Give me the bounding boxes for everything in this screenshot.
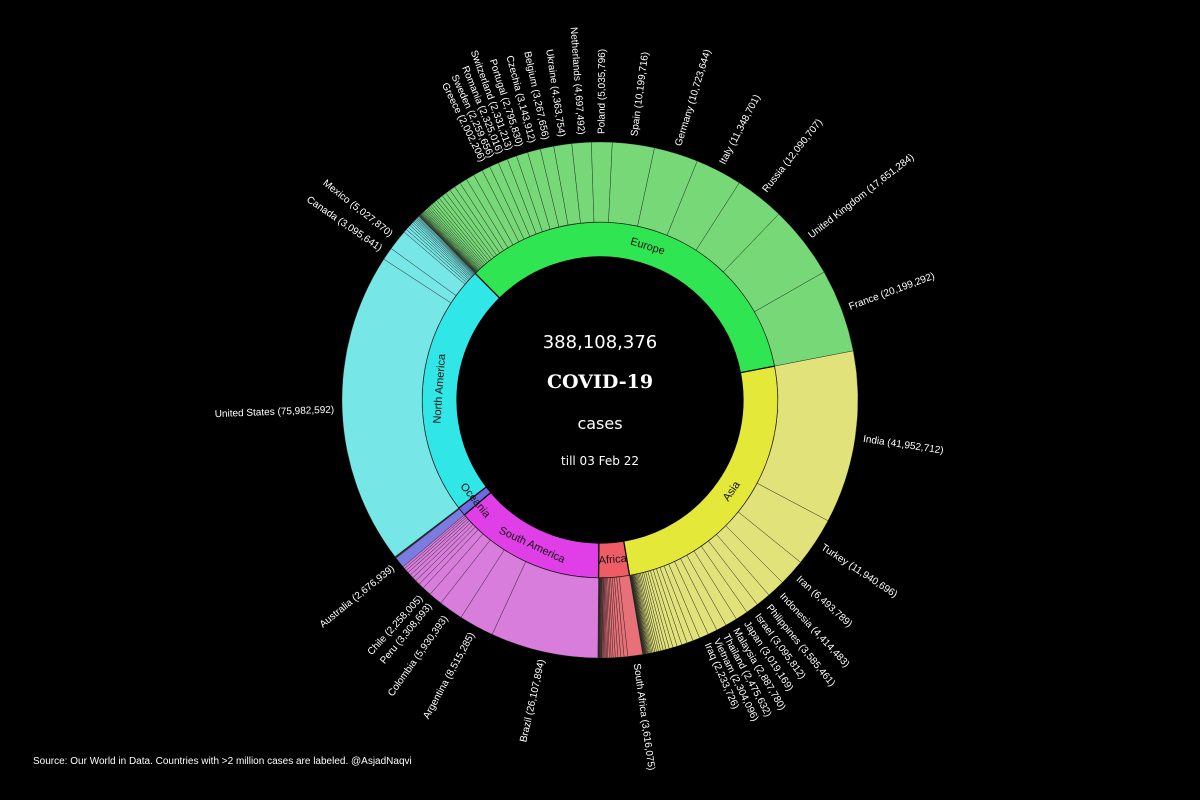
center-title: COVID-19: [547, 371, 653, 393]
country-label-united-states: United States (75,982,592): [215, 405, 335, 420]
country-label-russia: Russia (12,090,707): [761, 117, 825, 195]
country-label-united-kingdom: United Kingdom (17,651,284): [807, 152, 917, 241]
country-arc-france: [754, 271, 854, 367]
country-label-poland: Poland (5,035,796): [597, 49, 609, 134]
center-subtitle: cases: [577, 414, 622, 433]
continent-ring: [421, 221, 779, 579]
continent-label-north-america: North America: [431, 353, 448, 424]
center-block: 388,108,376 COVID-19 cases till 03 Feb 2…: [543, 332, 658, 468]
center-date: till 03 Feb 22: [561, 454, 639, 468]
country-label-india: India (41,952,712): [862, 434, 944, 457]
source-note: Source: Our World in Data. Countries wit…: [33, 756, 412, 767]
country-ring: [341, 141, 859, 659]
country-label-south-africa: South Africa (3,616,075): [631, 663, 657, 771]
country-label-germany: Germany (10,723,644): [673, 48, 713, 147]
country-label-turkey: Turkey (11,940,696): [819, 542, 899, 600]
country-label-spain: Spain (10,199,716): [629, 51, 651, 137]
center-total: 388,108,376: [543, 332, 658, 353]
country-label-italy: Italy (11,348,701): [718, 93, 763, 167]
country-label-brazil: Brazil (26,107,894): [518, 658, 547, 743]
continent-label-africa: Africa: [598, 553, 628, 567]
country-label-australia: Australia (2,676,939): [318, 563, 397, 630]
country-label-netherlands: Netherlands (4,697,492): [568, 27, 587, 135]
country-label-france: France (20,199,292): [848, 271, 937, 313]
